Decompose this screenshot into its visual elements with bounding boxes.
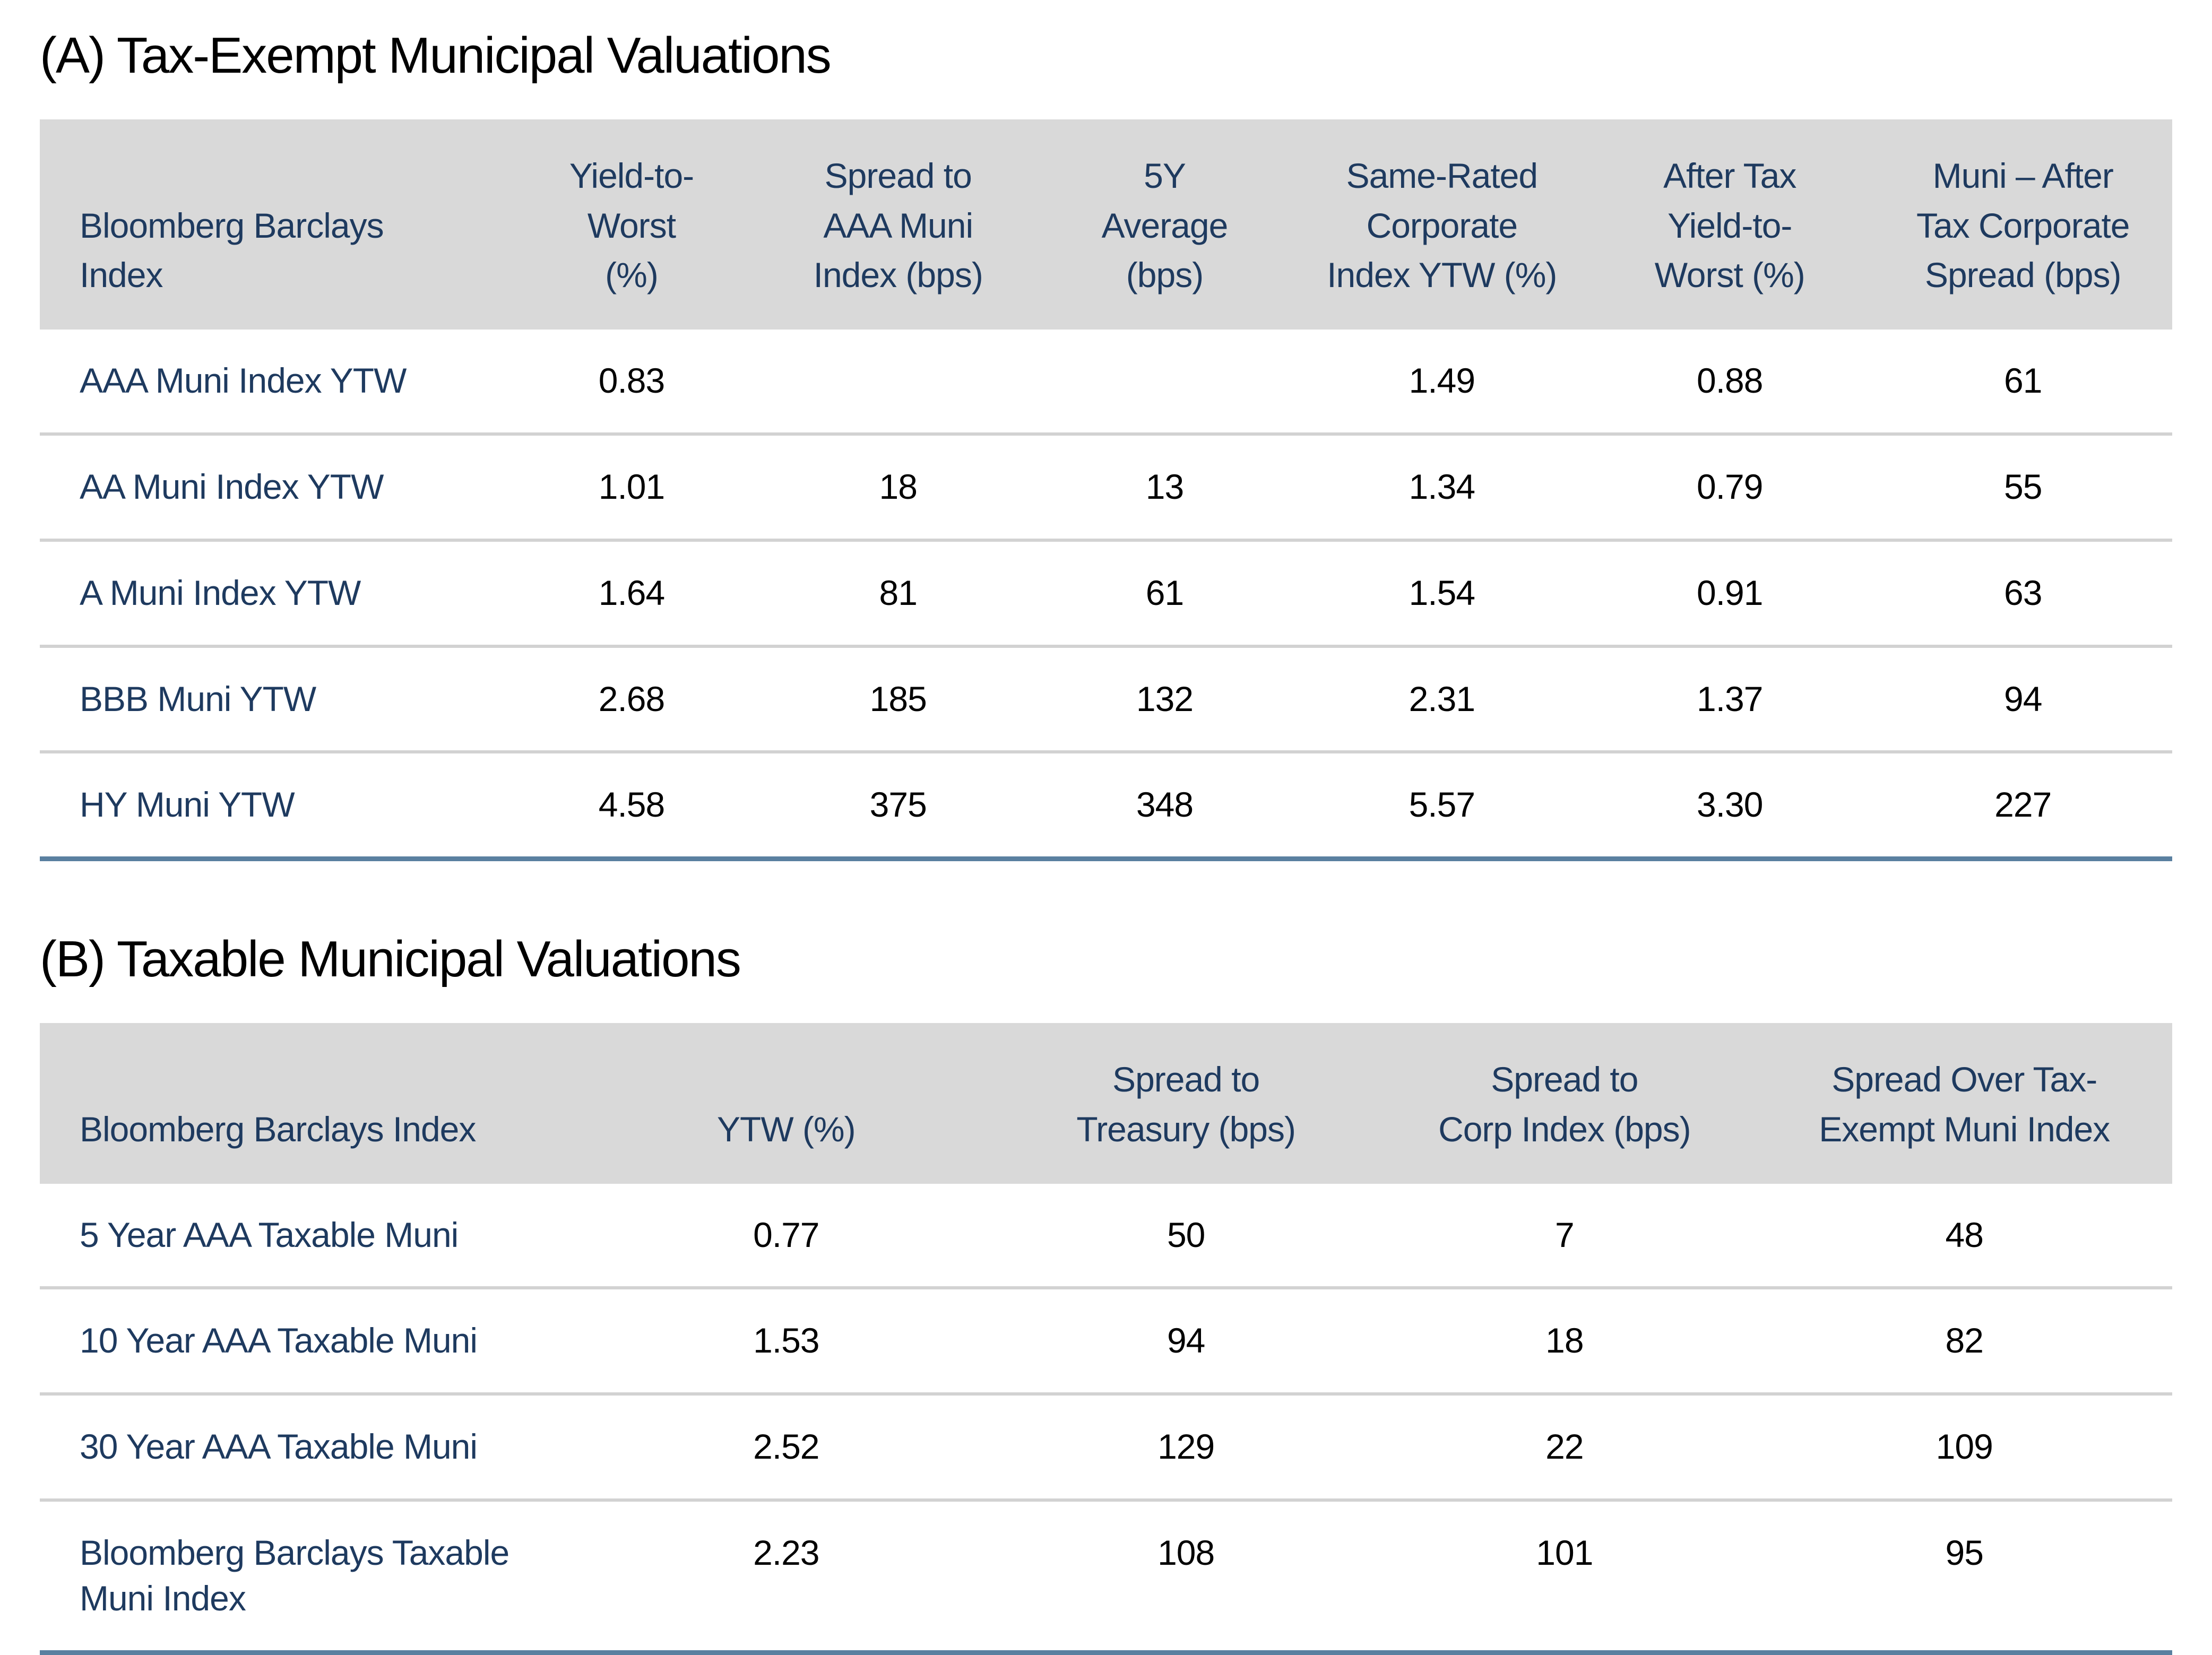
section-b-title: (B) Taxable Municipal Valuations (40, 931, 741, 988)
cell-5y-average: 13 (1031, 434, 1298, 542)
cell-spread-corp: 7 (1372, 1183, 1757, 1290)
col-header-spread-over-tax-exempt: Spread Over Tax- Exempt Muni Index (1756, 1023, 2172, 1184)
cell-ytw: 0.83 (498, 330, 765, 436)
col-header-ytw: YTW (%) (573, 1023, 1000, 1184)
col-header-yield-to-worst: Yield-to- Worst (%) (498, 119, 765, 330)
col-header-index: Bloomberg Barclays Index (40, 119, 498, 330)
cell-same-rated-corp: 1.34 (1298, 434, 1586, 542)
cell-5y-average: 348 (1031, 752, 1298, 862)
table-row-bb-taxable-muni-index: Bloomberg Barclays Taxable Muni Index 2.… (40, 1500, 2172, 1655)
cell-spread-over-tax-exempt: 109 (1756, 1394, 2172, 1502)
cell-spread-aaa: 185 (765, 646, 1032, 754)
cell-spread-treasury: 108 (999, 1500, 1373, 1655)
cell-spread-over-tax-exempt: 48 (1756, 1183, 2172, 1290)
col-header-muni-after-tax-spread: Muni – After Tax Corporate Spread (bps) (1873, 119, 2172, 330)
col-header-after-tax-ytw: After Tax Yield-to- Worst (%) (1586, 119, 1874, 330)
cell-spread-aaa: 375 (765, 752, 1032, 862)
cell-same-rated-corp: 2.31 (1298, 646, 1586, 754)
row-label: Bloomberg Barclays Taxable Muni Index (40, 1500, 573, 1655)
table-b-header-row: Bloomberg Barclays Index YTW (%) Spread … (40, 1023, 2172, 1184)
col-header-spread-corp: Spread to Corp Index (bps) (1372, 1023, 1757, 1184)
table-row-5y-taxable: 5 Year AAA Taxable Muni 0.77 50 7 48 (40, 1183, 2172, 1290)
section-a-title: (A) Tax-Exempt Municipal Valuations (40, 27, 832, 84)
table-row-30y-taxable: 30 Year AAA Taxable Muni 2.52 129 22 109 (40, 1394, 2172, 1502)
cell-after-tax-ytw: 0.88 (1586, 330, 1874, 436)
table-row-hy-muni: HY Muni YTW 4.58 375 348 5.57 3.30 227 (40, 752, 2172, 862)
cell-muni-after-tax-spread: 63 (1873, 540, 2172, 648)
cell-spread-aaa: 81 (765, 540, 1032, 648)
cell-ytw: 4.58 (498, 752, 765, 862)
cell-same-rated-corp: 1.49 (1298, 330, 1586, 436)
cell-muni-after-tax-spread: 55 (1873, 434, 2172, 542)
row-label: A Muni Index YTW (40, 540, 498, 648)
cell-5y-average: 132 (1031, 646, 1298, 754)
table-row-a-muni: A Muni Index YTW 1.64 81 61 1.54 0.91 63 (40, 540, 2172, 648)
cell-spread-corp: 22 (1372, 1394, 1757, 1502)
row-label: BBB Muni YTW (40, 646, 498, 754)
section-taxable: (B) Taxable Municipal Valuations Bloombe… (40, 928, 2172, 1655)
cell-after-tax-ytw: 3.30 (1586, 752, 1874, 862)
cell-spread-treasury: 50 (999, 1183, 1373, 1290)
cell-spread-over-tax-exempt: 95 (1756, 1500, 2172, 1655)
cell-after-tax-ytw: 0.79 (1586, 434, 1874, 542)
cell-spread-over-tax-exempt: 82 (1756, 1288, 2172, 1396)
cell-ytw: 0.77 (573, 1183, 1000, 1290)
row-label: HY Muni YTW (40, 752, 498, 862)
col-header-5y-average: 5Y Average (bps) (1031, 119, 1298, 330)
row-label: AA Muni Index YTW (40, 434, 498, 542)
cell-spread-corp: 18 (1372, 1288, 1757, 1396)
table-row-bbb-muni: BBB Muni YTW 2.68 185 132 2.31 1.37 94 (40, 646, 2172, 754)
col-header-spread-treasury: Spread to Treasury (bps) (999, 1023, 1373, 1184)
cell-ytw: 2.52 (573, 1394, 1000, 1502)
cell-spread-aaa: 18 (765, 434, 1032, 542)
cell-muni-after-tax-spread: 227 (1873, 752, 2172, 862)
cell-5y-average (1031, 330, 1298, 436)
cell-5y-average: 61 (1031, 540, 1298, 648)
cell-after-tax-ytw: 0.91 (1586, 540, 1874, 648)
col-header-spread-aaa-muni: Spread to AAA Muni Index (bps) (765, 119, 1032, 330)
cell-spread-aaa (765, 330, 1032, 436)
cell-ytw: 2.68 (498, 646, 765, 754)
col-header-index: Bloomberg Barclays Index (40, 1023, 573, 1184)
taxable-valuations-table: Bloomberg Barclays Index YTW (%) Spread … (40, 1023, 2172, 1655)
row-label: AAA Muni Index YTW (40, 330, 498, 436)
section-tax-exempt: (A) Tax-Exempt Municipal Valuations Bloo… (40, 24, 2172, 862)
table-row-aa-muni: AA Muni Index YTW 1.01 18 13 1.34 0.79 5… (40, 434, 2172, 542)
row-label: 5 Year AAA Taxable Muni (40, 1183, 573, 1290)
cell-ytw: 2.23 (573, 1500, 1000, 1655)
cell-ytw: 1.01 (498, 434, 765, 542)
cell-spread-treasury: 94 (999, 1288, 1373, 1396)
cell-spread-treasury: 129 (999, 1394, 1373, 1502)
table-a-header-row: Bloomberg Barclays Index Yield-to- Worst… (40, 119, 2172, 330)
row-label: 30 Year AAA Taxable Muni (40, 1394, 573, 1502)
cell-muni-after-tax-spread: 61 (1873, 330, 2172, 436)
cell-ytw: 1.53 (573, 1288, 1000, 1396)
table-row-10y-taxable: 10 Year AAA Taxable Muni 1.53 94 18 82 (40, 1288, 2172, 1396)
cell-spread-corp: 101 (1372, 1500, 1757, 1655)
cell-same-rated-corp: 5.57 (1298, 752, 1586, 862)
col-header-same-rated-corp: Same-Rated Corporate Index YTW (%) (1298, 119, 1586, 330)
tax-exempt-valuations-table: Bloomberg Barclays Index Yield-to- Worst… (40, 119, 2172, 862)
cell-muni-after-tax-spread: 94 (1873, 646, 2172, 754)
row-label: 10 Year AAA Taxable Muni (40, 1288, 573, 1396)
cell-after-tax-ytw: 1.37 (1586, 646, 1874, 754)
table-row-aaa-muni: AAA Muni Index YTW 0.83 1.49 0.88 61 (40, 330, 2172, 436)
cell-ytw: 1.64 (498, 540, 765, 648)
cell-same-rated-corp: 1.54 (1298, 540, 1586, 648)
